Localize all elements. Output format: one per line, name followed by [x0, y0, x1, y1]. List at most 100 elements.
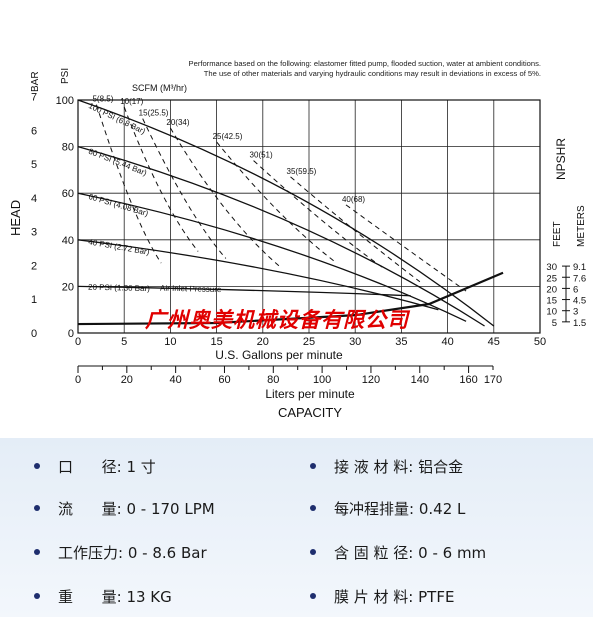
- bar-tick-label: 6: [31, 125, 37, 137]
- npshr-feet-tick-label: 10: [546, 307, 557, 318]
- pressure-curve-label: 100 PSI (6.8 Bar): [87, 101, 147, 136]
- x-axis-label: U.S. Gallons per minute: [215, 348, 343, 362]
- spec-label: 重 量:: [58, 588, 122, 606]
- spec-value: 0.42 L: [418, 500, 466, 518]
- head-axis-label: HEAD: [8, 200, 23, 236]
- spec-item: 每冲程排量: 0.42 L: [310, 498, 465, 519]
- pump-performance-chart: 0 5 10 15 20 25 30 35 40 45 50U.S. Gallons per min…: [8, 68, 587, 420]
- air-consumption-label: 25(42.5): [213, 132, 243, 141]
- spec-value: 0 - 170 LPM: [126, 500, 215, 518]
- air-consumption-label: 35(59.5): [287, 167, 317, 176]
- x-tick-label: 35: [395, 336, 407, 348]
- npshr-feet-tick-label: 25: [546, 273, 557, 284]
- chart-grid: [77, 99, 541, 334]
- air-consumption-label: 30(51): [250, 151, 273, 160]
- spec-label: 含 固 粒 径:: [334, 544, 414, 562]
- lpm-tick-label: 0: [75, 374, 81, 386]
- spec-label: 流 量:: [58, 500, 122, 518]
- bar-tick-label: 4: [31, 193, 37, 205]
- spec-item: 接 液 材 料: 铝合金: [310, 456, 463, 477]
- x-tick-label: 0: [75, 336, 81, 348]
- chart-labels: 0 5 10 15 20 25 30 35 40 45 50U.S. Gallons per min…: [8, 68, 587, 420]
- bullet-icon: [310, 504, 316, 511]
- bar-axis-label: BAR: [30, 71, 41, 92]
- bullet-icon: [310, 462, 316, 469]
- spec-value: 13 KG: [126, 588, 172, 606]
- spec-label: 每冲程排量:: [334, 500, 415, 518]
- pressure-curve: [77, 239, 439, 311]
- lpm-tick-label: 100: [313, 374, 331, 386]
- company-watermark: 广州奥美机械设备有限公司: [145, 308, 409, 332]
- lpm-tick-label: 20: [121, 374, 133, 386]
- bar-tick-label: 2: [31, 260, 37, 272]
- pressure-curve: [77, 285, 411, 297]
- feet-axis-label: FEET: [552, 221, 563, 247]
- npshr-meter-tick-label: 1.5: [573, 318, 586, 329]
- x-tick-label: 15: [210, 336, 222, 348]
- air-consumption-curve: [96, 104, 162, 264]
- npshr-curve: [77, 271, 504, 326]
- spec-value: 0 - 6 mm: [418, 544, 487, 562]
- npshr-feet-tick-label: 5: [552, 318, 557, 329]
- lpm-axis-label: Liters per minute: [265, 387, 355, 401]
- lpm-tick-label: 60: [218, 374, 230, 386]
- spec-label: 工作压力:: [58, 544, 124, 562]
- air-consumption-label: 10(17): [120, 97, 143, 106]
- x-tick-label: 30: [349, 336, 361, 348]
- air-consumption-label: 5(8.5): [92, 95, 113, 104]
- bullet-icon: [310, 548, 316, 555]
- pressure-curve-label: Air Inlet Pressure: [160, 284, 222, 295]
- spec-item: 含 固 粒 径: 0 - 6 mm: [310, 542, 486, 563]
- x-tick-label: 5: [121, 336, 127, 348]
- lpm-tick-label: 170: [484, 374, 502, 386]
- x-tick-label: 20: [257, 336, 269, 348]
- pressure-curve-label: 40 PSI (2.72 Bar): [88, 237, 151, 257]
- air-consumption-curve: [216, 141, 338, 264]
- npshr-meter-tick-label: 7.6: [573, 273, 586, 284]
- spec-value: 铝合金: [418, 458, 464, 476]
- lpm-tick-label: 120: [362, 374, 380, 386]
- spec-value: 0 - 8.6 Bar: [127, 544, 207, 562]
- spec-item: 膜 片 材 料: PTFE: [310, 586, 454, 607]
- chart-curves: [77, 99, 504, 327]
- x-tick-label: 45: [488, 336, 500, 348]
- air-consumption-curve: [253, 160, 384, 269]
- scfm-label: SCFM (M³/hr): [132, 83, 187, 93]
- pressure-curve-label: 20 PSI (1.36 Bar): [88, 283, 150, 294]
- spec-item: 流 量: 0 - 170 LPM: [34, 498, 215, 519]
- bullet-icon: [34, 548, 40, 555]
- psi-tick-label: 80: [62, 142, 74, 154]
- x-tick-label: 25: [303, 336, 315, 348]
- x-tick-label: 10: [164, 336, 176, 348]
- air-consumption-curve: [169, 127, 282, 269]
- bar-tick-label: 1: [31, 294, 37, 306]
- meters-axis-label: METERS: [576, 205, 587, 247]
- pressure-curve-label: 80 PSI (5.44 Bar): [87, 147, 148, 178]
- spec-value: PTFE: [418, 588, 455, 606]
- air-consumption-label: 40(68): [342, 195, 365, 204]
- x-tick-label: 40: [441, 336, 453, 348]
- spec-label: 接 液 材 料:: [334, 458, 414, 476]
- bar-tick-label: 7: [31, 92, 37, 104]
- x-tick-label: 50: [534, 336, 546, 348]
- air-consumption-label: 20(34): [166, 118, 189, 127]
- npshr-axis-label: NPSHR: [554, 138, 568, 180]
- spec-item: 重 量: 13 KG: [34, 586, 172, 607]
- chart-note-2: The use of other materials and varying h…: [203, 69, 541, 78]
- capacity-label: CAPACITY: [278, 405, 342, 420]
- psi-tick-label: 20: [62, 281, 74, 293]
- air-consumption-label: 15(25.5): [139, 109, 169, 118]
- psi-tick-label: 100: [56, 95, 74, 107]
- lpm-tick-label: 160: [459, 374, 477, 386]
- chart-note-1: Performance based on the following: elas…: [188, 59, 541, 68]
- npshr-meter-tick-label: 4.5: [573, 296, 586, 307]
- npshr-meter-tick-label: 3: [573, 307, 578, 318]
- bullet-icon: [34, 504, 40, 511]
- pressure-curve: [77, 99, 495, 327]
- npshr-meter-tick-label: 9.1: [573, 262, 586, 273]
- spec-value: 1 寸: [126, 458, 156, 476]
- pressure-curve-label: 60 PSI (4.08 Bar): [87, 192, 149, 218]
- air-consumption-curve: [290, 176, 421, 283]
- bar-tick-label: 3: [31, 227, 37, 239]
- lpm-tick-label: 40: [170, 374, 182, 386]
